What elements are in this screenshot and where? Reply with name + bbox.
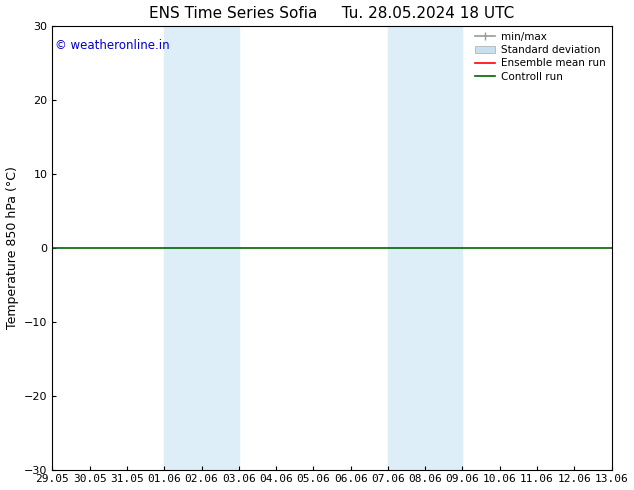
Text: © weatheronline.in: © weatheronline.in — [55, 39, 170, 52]
Y-axis label: Temperature 850 hPa (°C): Temperature 850 hPa (°C) — [6, 166, 18, 329]
Bar — [388, 26, 462, 469]
Title: ENS Time Series Sofia     Tu. 28.05.2024 18 UTC: ENS Time Series Sofia Tu. 28.05.2024 18 … — [150, 5, 515, 21]
Bar — [164, 26, 239, 469]
Legend: min/max, Standard deviation, Ensemble mean run, Controll run: min/max, Standard deviation, Ensemble me… — [470, 28, 609, 86]
